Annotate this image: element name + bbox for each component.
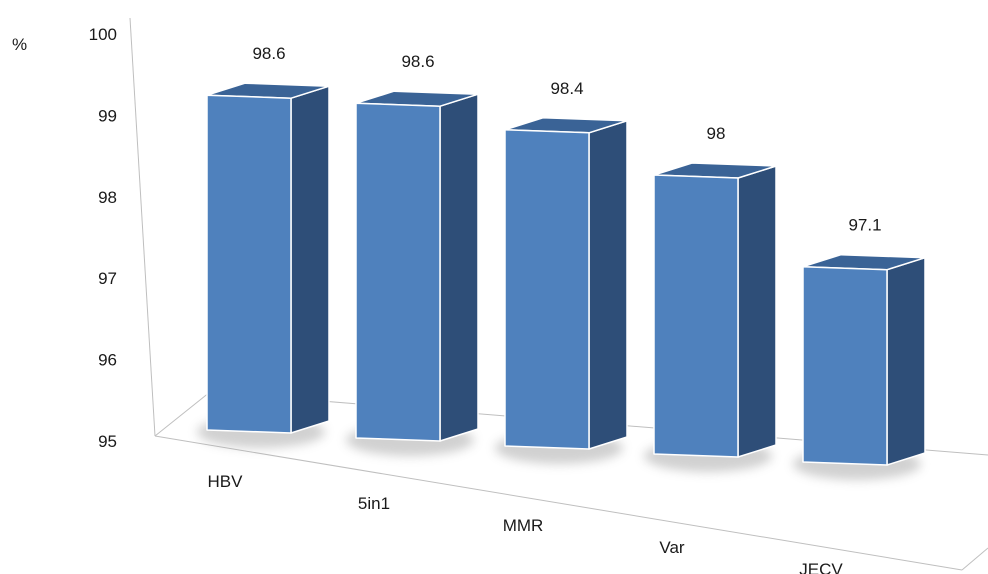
bar [504, 117, 628, 450]
x-axis-line [154, 435, 963, 571]
bar [653, 162, 777, 458]
y-tick-label: 98 [98, 188, 117, 207]
bar [802, 253, 926, 466]
bar-side-face [737, 165, 777, 458]
value-labels: 98.6 98.6 98.4 98 97.1 [252, 44, 881, 235]
bar-side-face [290, 85, 330, 434]
floor-right-edge [961, 547, 988, 571]
bar-front-face [355, 102, 441, 442]
value-label: 97.1 [848, 216, 881, 235]
category-label: HBV [208, 472, 244, 491]
category-label: Var [659, 538, 685, 557]
value-label: 98.4 [550, 79, 583, 98]
bar-side-face [588, 120, 628, 450]
bar-front-face [802, 265, 888, 466]
y-tick-labels: 95 96 97 98 99 100 [89, 25, 117, 451]
value-label: 98.6 [401, 52, 434, 71]
bar-front-face [206, 94, 292, 434]
category-label: JECV [799, 560, 843, 574]
value-label: 98 [707, 124, 726, 143]
category-label: 5in1 [358, 494, 390, 513]
bars [206, 82, 926, 466]
y-tick-label: 95 [98, 432, 117, 451]
y-tick-label: 100 [89, 25, 117, 44]
category-labels: HBV 5in1 MMR Var JECV [208, 472, 844, 574]
y-tick-label: 97 [98, 269, 117, 288]
y-tick-label: 99 [98, 106, 117, 125]
y-axis-line [129, 17, 156, 437]
bar [355, 90, 479, 442]
y-tick-label: 96 [98, 351, 117, 370]
bar-side-face [439, 93, 479, 442]
value-label: 98.6 [252, 44, 285, 63]
bar [206, 82, 330, 434]
y-axis-unit-label: % [12, 35, 27, 54]
bar-front-face [504, 129, 590, 450]
category-label: MMR [503, 516, 544, 535]
bar-front-face [653, 174, 739, 458]
bar-side-face [886, 256, 926, 466]
